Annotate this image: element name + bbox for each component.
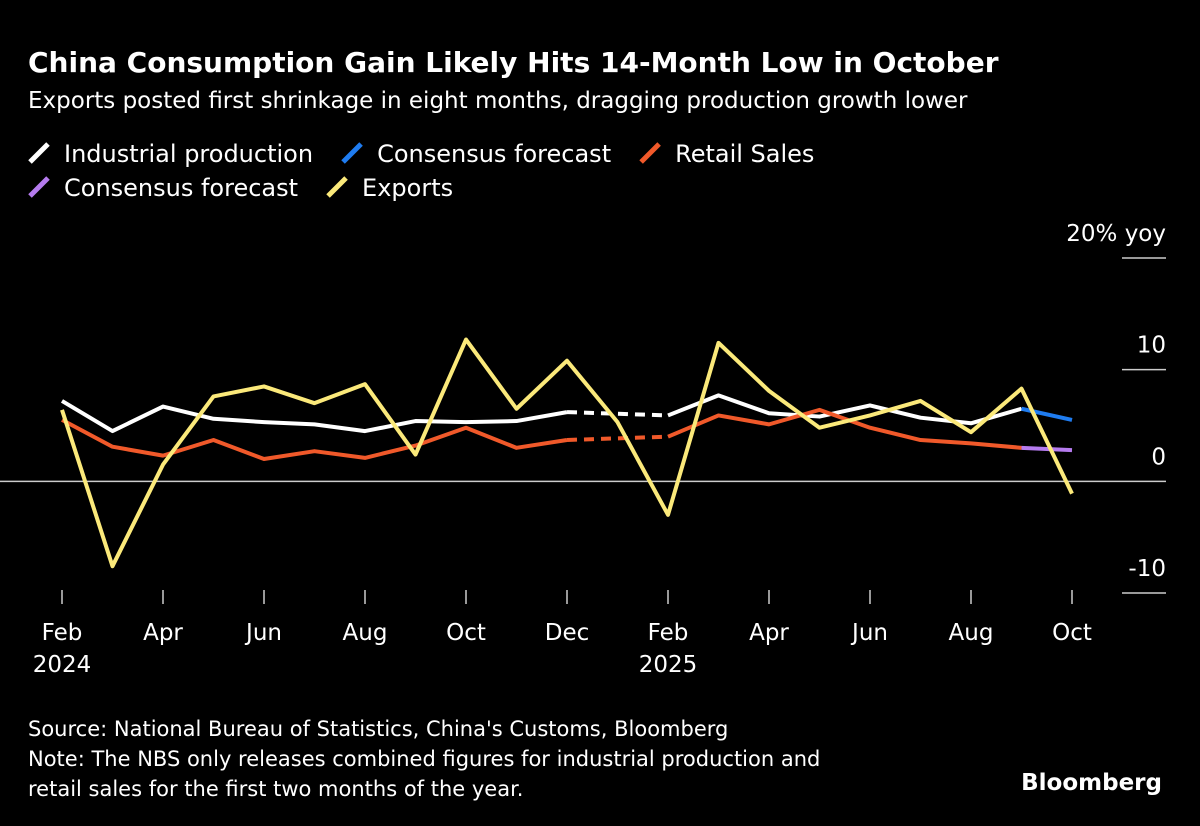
series-line bbox=[60, 337, 1074, 569]
series-line bbox=[60, 399, 568, 434]
x-tick-label: Aug bbox=[949, 620, 994, 646]
legend-swatch bbox=[28, 176, 50, 198]
legend-swatch bbox=[28, 142, 50, 164]
x-tick-label: Aug bbox=[343, 620, 388, 646]
legend-label: Consensus forecast bbox=[377, 140, 611, 168]
y-tick-label: 0 bbox=[1151, 444, 1166, 470]
legend-label: Retail Sales bbox=[675, 140, 814, 168]
x-tick-label: Oct bbox=[446, 620, 486, 646]
y-tick-label: -10 bbox=[1128, 556, 1166, 582]
x-tick-label: Oct bbox=[1052, 620, 1092, 646]
legend-swatch bbox=[341, 142, 363, 164]
series-line bbox=[1021, 406, 1073, 422]
note: Note: The NBS only releases combined fig… bbox=[28, 747, 820, 771]
y-tick-label: 10 bbox=[1137, 333, 1166, 359]
series-line bbox=[61, 418, 568, 461]
legend-label: Consensus forecast bbox=[64, 174, 298, 202]
x-year-label: 2024 bbox=[33, 652, 92, 678]
x-tick-label: Apr bbox=[749, 620, 789, 646]
series-line bbox=[1021, 445, 1073, 453]
x-tick-label: Feb bbox=[648, 620, 689, 646]
legend-label: Industrial production bbox=[64, 140, 313, 168]
x-tick-label: Apr bbox=[143, 620, 183, 646]
y-tick-label: 20% yoy bbox=[1066, 221, 1166, 247]
gap-connector bbox=[566, 434, 669, 443]
chart-title: China Consumption Gain Likely Hits 14-Mo… bbox=[28, 46, 999, 79]
brand: Bloomberg bbox=[1021, 770, 1162, 796]
legend-label: Exports bbox=[362, 174, 453, 202]
x-tick-label: Dec bbox=[545, 620, 590, 646]
x-year-label: 2025 bbox=[639, 652, 698, 678]
x-tick-label: Jun bbox=[850, 620, 888, 646]
series-line bbox=[667, 393, 1023, 426]
note: retail sales for the first two months of… bbox=[28, 777, 523, 801]
series-line bbox=[667, 407, 1022, 450]
gap-connector bbox=[566, 410, 669, 418]
x-tick-label: Feb bbox=[42, 620, 83, 646]
legend-swatch bbox=[326, 176, 348, 198]
legend-swatch bbox=[639, 142, 661, 164]
x-tick-label: Jun bbox=[244, 620, 282, 646]
chart-subtitle: Exports posted first shrinkage in eight … bbox=[28, 88, 968, 114]
source: Source: National Bureau of Statistics, C… bbox=[28, 717, 728, 741]
